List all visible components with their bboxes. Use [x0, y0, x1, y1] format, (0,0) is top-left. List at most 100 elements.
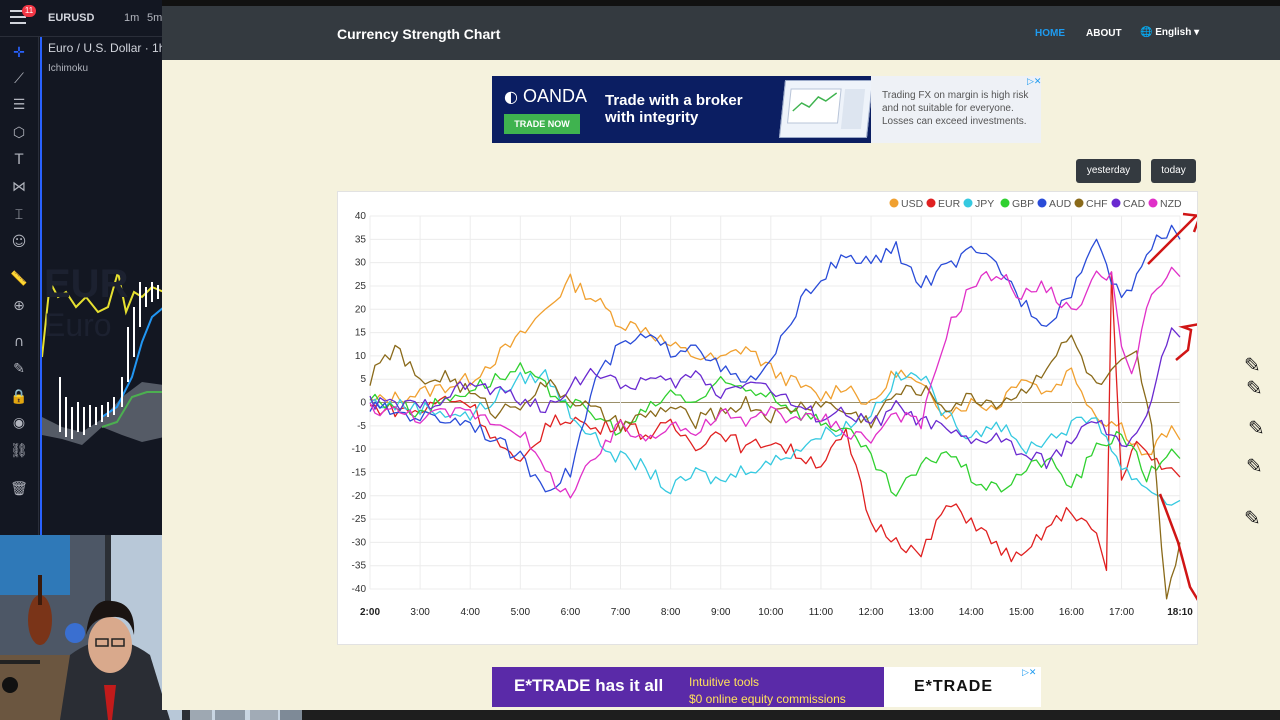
oanda-logo: ◐ OANDA	[504, 86, 587, 106]
language-label: English	[1155, 27, 1192, 38]
legend-swatch-nzd[interactable]	[1148, 198, 1158, 208]
pattern-icon[interactable]: ⋈	[12, 179, 26, 195]
ad-screenshot-image	[778, 80, 874, 138]
y-tick-label: 35	[355, 234, 367, 245]
y-tick-label: -20	[352, 491, 367, 502]
nav-about-link[interactable]: ABOUT	[1086, 28, 1122, 39]
series-line-cad[interactable]	[369, 327, 1181, 470]
today-button[interactable]: today	[1151, 159, 1196, 183]
text-icon[interactable]: T	[14, 152, 24, 168]
chart-canvas: 4035302520151050-5-10-15-20-25-30-35-40 …	[352, 198, 1197, 618]
y-tick-label: -25	[352, 514, 367, 525]
x-tick-label: 5:00	[511, 607, 531, 618]
etrade-ad-banner[interactable]: E*TRADE has it all Intuitive tools $0 on…	[492, 667, 1041, 707]
x-tick-label: 18:10	[1167, 607, 1193, 618]
ad2-close-icon[interactable]: ▷✕	[1022, 668, 1037, 678]
pencil-icon[interactable]: ✎	[1244, 353, 1261, 377]
legend-swatch-aud[interactable]	[1037, 198, 1047, 208]
legend-swatch-chf[interactable]	[1074, 198, 1084, 208]
series-line-eur[interactable]	[369, 271, 1181, 572]
ad-headline: Trade with a broker with integrity	[605, 92, 743, 126]
notification-badge: 11	[22, 5, 36, 17]
hamburger-menu-icon[interactable]	[10, 10, 26, 24]
legend-swatch-eur[interactable]	[926, 198, 936, 208]
x-tick-label: 2:00	[360, 607, 380, 618]
emoji-icon[interactable]: ☺	[11, 234, 27, 250]
series-line-usd[interactable]	[369, 273, 1181, 456]
globe-icon: 🌐	[1140, 27, 1153, 38]
legend-label-gbp[interactable]: GBP	[1012, 198, 1034, 210]
language-dropdown[interactable]: 🌐 English ▾	[1140, 27, 1199, 38]
series-line-aud[interactable]	[369, 224, 1181, 493]
trading-app-topbar: 11 EURUSD 1m 5m	[0, 0, 162, 37]
crosshair-icon[interactable]: ✛	[13, 45, 25, 61]
ruler-icon[interactable]: 📏	[10, 271, 28, 287]
y-tick-label: 30	[355, 258, 367, 269]
interval-button-1m[interactable]: 1m	[124, 12, 140, 24]
y-tick-label: -15	[352, 467, 367, 478]
link-icon[interactable]: ⛓	[10, 443, 28, 459]
indicator-label[interactable]: Ichimoku	[48, 63, 89, 74]
y-tick-label: 5	[360, 374, 366, 385]
y-tick-label: 25	[355, 281, 367, 292]
magnet-icon[interactable]: ∩	[13, 334, 25, 350]
eye-icon[interactable]: ◉	[12, 415, 26, 431]
nav-home-link[interactable]: HOME	[1035, 28, 1065, 39]
ad-disclaimer: Trading FX on margin is high risk and no…	[882, 90, 1029, 127]
caret-down-icon: ▾	[1194, 27, 1200, 38]
series-line-jpy[interactable]	[369, 369, 1181, 506]
currency-strength-chart[interactable]: 40 35 30 25 20 15 10 5 0 -5 -10 -15 -20 -25 -30 -35 -40 …	[337, 191, 1198, 645]
taskbar	[302, 710, 1280, 720]
x-tick-label: 6:00	[561, 607, 581, 618]
legend-swatch-jpy[interactable]	[963, 198, 973, 208]
legend-label-chf[interactable]: CHF	[1086, 198, 1108, 210]
oanda-ad-banner[interactable]: ◐ OANDA TRADE NOW Trade with a broker wi…	[492, 76, 1041, 143]
browser-page: Currency Strength Chart HOME ABOUT 🌐 Eng…	[162, 0, 1280, 710]
symbol-search-button[interactable]: EURUSD	[48, 12, 95, 24]
pencil-lock-icon[interactable]: ✎	[13, 361, 25, 377]
trend-line-icon[interactable]: ⟋	[14, 71, 24, 87]
y-tick-label: 0	[360, 398, 366, 409]
legend-label-aud[interactable]: AUD	[1049, 198, 1072, 210]
ad-close-icon[interactable]: ▷✕	[1027, 77, 1041, 87]
lock-icon[interactable]: 🔒	[10, 389, 28, 405]
interval-button-5m[interactable]: 5m	[147, 12, 162, 24]
forecast-icon[interactable]: ⌶	[14, 207, 24, 223]
site-brand[interactable]: Currency Strength Chart	[337, 26, 501, 42]
x-tick-label: 9:00	[711, 607, 731, 618]
series-line-nzd[interactable]	[369, 266, 1181, 499]
legend-swatch-usd[interactable]	[889, 198, 899, 208]
legend-label-eur[interactable]: EUR	[938, 198, 961, 210]
fib-icon[interactable]: ☰	[12, 97, 26, 113]
pair-title: Euro / U.S. Dollar · 1h	[48, 41, 162, 55]
legend-label-cad[interactable]: CAD	[1123, 198, 1146, 210]
x-tick-label: 10:00	[758, 607, 783, 618]
legend-swatch-cad[interactable]	[1111, 198, 1121, 208]
yesterday-button[interactable]: yesterday	[1076, 159, 1141, 183]
trading-chart-pane[interactable]: Euro / U.S. Dollar · 1h Ichimoku EUR Eur…	[40, 37, 162, 535]
ad2-headline: E*TRADE has it all	[514, 676, 664, 695]
y-tick-label: -30	[352, 537, 367, 548]
symbol-watermark: EUR Euro	[44, 262, 129, 343]
shapes-icon[interactable]: ⬡	[12, 125, 26, 141]
pencil-icon[interactable]: ✎	[1244, 506, 1261, 530]
drawing-toolbar: ✛ ⟋ ☰ ⬡ T ⋈ ⌶ ☺ 📏 ⊕ ∩ ✎ 🔒 ◉ ⛓ 🗑	[0, 37, 39, 535]
ad-disclaimer-panel: Trading FX on margin is high risk and no…	[871, 76, 1041, 143]
x-tick-label: 14:00	[959, 607, 984, 618]
legend-label-usd[interactable]: USD	[901, 198, 924, 210]
y-tick-label: 10	[355, 351, 367, 362]
y-tick-label: 20	[355, 304, 367, 315]
pencil-icon[interactable]: ✎	[1246, 454, 1263, 478]
x-tick-label: 4:00	[460, 607, 480, 618]
trade-now-button[interactable]: TRADE NOW	[504, 114, 580, 134]
candlestick-chart	[42, 271, 162, 445]
pencil-icon[interactable]: ✎	[1246, 376, 1263, 400]
legend-swatch-gbp[interactable]	[1000, 198, 1010, 208]
trash-icon[interactable]: 🗑	[10, 481, 28, 497]
legend-label-jpy[interactable]: JPY	[975, 198, 994, 210]
series-line-gbp[interactable]	[369, 362, 1181, 497]
zoom-icon[interactable]: ⊕	[13, 298, 25, 314]
pencil-icon[interactable]: ✎	[1248, 416, 1265, 440]
legend-label-nzd[interactable]: NZD	[1160, 198, 1182, 210]
browser-top-edge	[162, 0, 1280, 6]
